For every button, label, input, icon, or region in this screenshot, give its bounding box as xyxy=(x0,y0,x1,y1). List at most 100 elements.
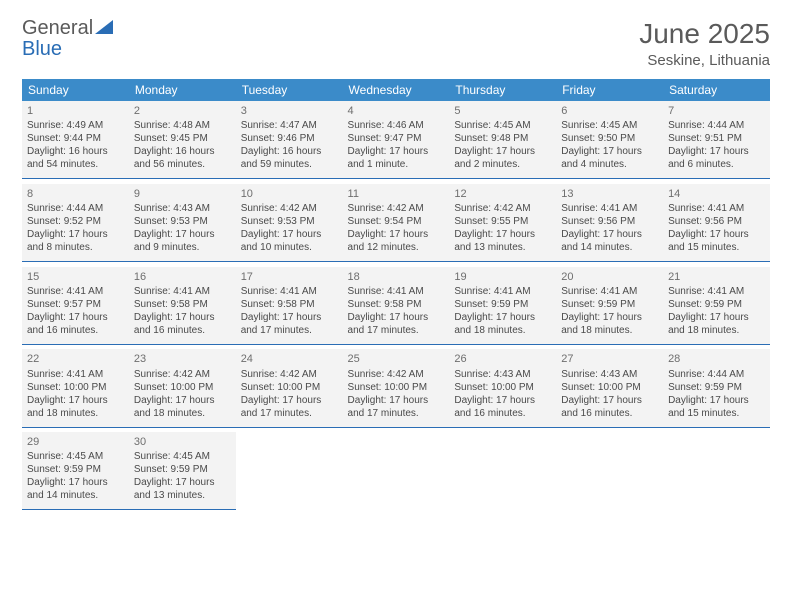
daylight-text: Daylight: 17 hours xyxy=(134,228,231,241)
day-cell: 26Sunrise: 4:43 AMSunset: 10:00 PMDaylig… xyxy=(449,349,556,427)
sunrise-text: Sunrise: 4:41 AM xyxy=(27,285,124,298)
day-cell: 14Sunrise: 4:41 AMSunset: 9:56 PMDayligh… xyxy=(663,184,770,262)
daylight-text: and 16 minutes. xyxy=(454,407,551,420)
day-number: 24 xyxy=(241,352,338,366)
sunset-text: Sunset: 9:59 PM xyxy=(27,463,124,476)
logo: General Blue xyxy=(22,18,113,60)
day-cell: 9Sunrise: 4:43 AMSunset: 9:53 PMDaylight… xyxy=(129,184,236,262)
daylight-text: and 16 minutes. xyxy=(561,407,658,420)
week-row: 8Sunrise: 4:44 AMSunset: 9:52 PMDaylight… xyxy=(22,184,770,262)
logo-general: General xyxy=(22,17,93,39)
daylight-text: Daylight: 17 hours xyxy=(561,228,658,241)
day-number: 27 xyxy=(561,352,658,366)
daylight-text: Daylight: 17 hours xyxy=(454,228,551,241)
day-number: 18 xyxy=(348,270,445,284)
sunrise-text: Sunrise: 4:48 AM xyxy=(134,119,231,132)
sunrise-text: Sunrise: 4:42 AM xyxy=(348,368,445,381)
sunrise-text: Sunrise: 4:47 AM xyxy=(241,119,338,132)
daylight-text: and 54 minutes. xyxy=(27,158,124,171)
sunrise-text: Sunrise: 4:41 AM xyxy=(454,285,551,298)
day-cell: 4Sunrise: 4:46 AMSunset: 9:47 PMDaylight… xyxy=(343,101,450,179)
day-cell: 24Sunrise: 4:42 AMSunset: 10:00 PMDaylig… xyxy=(236,349,343,427)
day-cell xyxy=(236,432,343,510)
sunrise-text: Sunrise: 4:46 AM xyxy=(348,119,445,132)
day-cell xyxy=(663,432,770,510)
sunrise-text: Sunrise: 4:45 AM xyxy=(561,119,658,132)
daylight-text: Daylight: 17 hours xyxy=(348,311,445,324)
daylight-text: and 17 minutes. xyxy=(241,407,338,420)
logo-triangle-icon xyxy=(95,20,113,39)
day-cell: 25Sunrise: 4:42 AMSunset: 10:00 PMDaylig… xyxy=(343,349,450,427)
day-number: 4 xyxy=(348,104,445,118)
sunset-text: Sunset: 9:50 PM xyxy=(561,132,658,145)
daylight-text: and 8 minutes. xyxy=(27,241,124,254)
sunrise-text: Sunrise: 4:42 AM xyxy=(134,368,231,381)
day-number: 6 xyxy=(561,104,658,118)
day-cell: 7Sunrise: 4:44 AMSunset: 9:51 PMDaylight… xyxy=(663,101,770,179)
daylight-text: Daylight: 17 hours xyxy=(241,311,338,324)
sunrise-text: Sunrise: 4:43 AM xyxy=(454,368,551,381)
daylight-text: and 9 minutes. xyxy=(134,241,231,254)
day-number: 9 xyxy=(134,187,231,201)
sunset-text: Sunset: 9:44 PM xyxy=(27,132,124,145)
sunset-text: Sunset: 10:00 PM xyxy=(561,381,658,394)
daylight-text: Daylight: 17 hours xyxy=(561,145,658,158)
daylight-text: and 18 minutes. xyxy=(561,324,658,337)
sunset-text: Sunset: 9:59 PM xyxy=(454,298,551,311)
day-cell: 3Sunrise: 4:47 AMSunset: 9:46 PMDaylight… xyxy=(236,101,343,179)
header: General Blue June 2025 Seskine, Lithuani… xyxy=(22,18,770,69)
day-number: 26 xyxy=(454,352,551,366)
sunrise-text: Sunrise: 4:42 AM xyxy=(241,368,338,381)
sunrise-text: Sunrise: 4:45 AM xyxy=(454,119,551,132)
month-title: June 2025 xyxy=(639,18,770,50)
daylight-text: Daylight: 17 hours xyxy=(27,476,124,489)
sunset-text: Sunset: 9:59 PM xyxy=(668,298,765,311)
sunrise-text: Sunrise: 4:45 AM xyxy=(27,450,124,463)
daylight-text: and 13 minutes. xyxy=(134,489,231,502)
daylight-text: and 10 minutes. xyxy=(241,241,338,254)
daylight-text: Daylight: 17 hours xyxy=(134,394,231,407)
day-number: 7 xyxy=(668,104,765,118)
day-cell: 28Sunrise: 4:44 AMSunset: 9:59 PMDayligh… xyxy=(663,349,770,427)
daylight-text: and 18 minutes. xyxy=(454,324,551,337)
sunset-text: Sunset: 9:58 PM xyxy=(241,298,338,311)
day-cell xyxy=(343,432,450,510)
daylight-text: Daylight: 17 hours xyxy=(668,228,765,241)
sunset-text: Sunset: 9:59 PM xyxy=(668,381,765,394)
day-cell: 8Sunrise: 4:44 AMSunset: 9:52 PMDaylight… xyxy=(22,184,129,262)
sunrise-text: Sunrise: 4:42 AM xyxy=(241,202,338,215)
sunrise-text: Sunrise: 4:41 AM xyxy=(241,285,338,298)
day-cell: 10Sunrise: 4:42 AMSunset: 9:53 PMDayligh… xyxy=(236,184,343,262)
day-number: 17 xyxy=(241,270,338,284)
daylight-text: and 14 minutes. xyxy=(27,489,124,502)
daylight-text: Daylight: 16 hours xyxy=(27,145,124,158)
sunset-text: Sunset: 10:00 PM xyxy=(454,381,551,394)
day-number: 20 xyxy=(561,270,658,284)
day-cell: 20Sunrise: 4:41 AMSunset: 9:59 PMDayligh… xyxy=(556,267,663,345)
day-number: 15 xyxy=(27,270,124,284)
day-cell: 15Sunrise: 4:41 AMSunset: 9:57 PMDayligh… xyxy=(22,267,129,345)
day-cell xyxy=(449,432,556,510)
day-number: 3 xyxy=(241,104,338,118)
day-cell: 23Sunrise: 4:42 AMSunset: 10:00 PMDaylig… xyxy=(129,349,236,427)
sunset-text: Sunset: 9:57 PM xyxy=(27,298,124,311)
day-cell: 17Sunrise: 4:41 AMSunset: 9:58 PMDayligh… xyxy=(236,267,343,345)
sunrise-text: Sunrise: 4:44 AM xyxy=(27,202,124,215)
dayhead-sat: Saturday xyxy=(663,79,770,101)
day-number: 22 xyxy=(27,352,124,366)
daylight-text: and 13 minutes. xyxy=(454,241,551,254)
day-number: 2 xyxy=(134,104,231,118)
day-cell: 2Sunrise: 4:48 AMSunset: 9:45 PMDaylight… xyxy=(129,101,236,179)
sunrise-text: Sunrise: 4:41 AM xyxy=(561,202,658,215)
week-row: 15Sunrise: 4:41 AMSunset: 9:57 PMDayligh… xyxy=(22,267,770,345)
daylight-text: Daylight: 16 hours xyxy=(241,145,338,158)
daylight-text: and 2 minutes. xyxy=(454,158,551,171)
day-cell: 5Sunrise: 4:45 AMSunset: 9:48 PMDaylight… xyxy=(449,101,556,179)
day-cell: 18Sunrise: 4:41 AMSunset: 9:58 PMDayligh… xyxy=(343,267,450,345)
sunset-text: Sunset: 9:58 PM xyxy=(134,298,231,311)
calendar-table: Sunday Monday Tuesday Wednesday Thursday… xyxy=(22,79,770,510)
day-cell: 6Sunrise: 4:45 AMSunset: 9:50 PMDaylight… xyxy=(556,101,663,179)
daylight-text: and 16 minutes. xyxy=(27,324,124,337)
daylight-text: and 1 minute. xyxy=(348,158,445,171)
sunrise-text: Sunrise: 4:41 AM xyxy=(668,285,765,298)
